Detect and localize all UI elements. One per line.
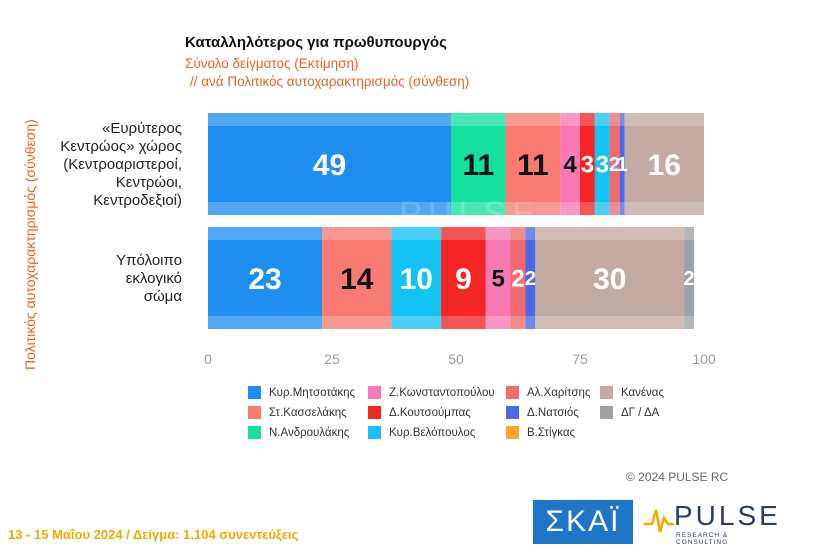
legend-swatch (600, 406, 613, 419)
watermark: PULSE (399, 195, 541, 233)
category-label-1-1: εκλογικό (126, 270, 182, 287)
legend-item-3-0: Κανένας (600, 386, 664, 399)
bar-0-7 (619, 126, 625, 202)
legend-swatch (248, 426, 261, 439)
bar-1-1 (322, 240, 392, 316)
pulse-logo: PULSE RESEARCH & CONSULTING (640, 498, 778, 546)
bar-1-2-value-label: 10 (400, 263, 433, 296)
pulse-logo-tagline: RESEARCH & CONSULTING (676, 532, 729, 546)
survey-footer: 13 - 15 Μαΐου 2024 / Δείγμα: 1.104 συνεν… (8, 527, 299, 542)
legend-label: Κυρ.Βελόπουλος (389, 426, 476, 439)
x-tick-2: 50 (448, 351, 464, 367)
bar-1-3-value-label: 9 (455, 263, 472, 296)
bar-0-5-value-label: 3 (596, 152, 609, 179)
skai-logo: ΣΚΑΪ (533, 500, 633, 544)
legend-item-2-0: Αλ.Χαρίτσης (506, 386, 590, 399)
bar-1-6 (510, 240, 526, 316)
x-tick-0: 0 (204, 351, 212, 367)
x-tick-4: 100 (692, 351, 716, 367)
legend-item-0-1: Στ.Κασσελάκης (248, 406, 347, 419)
bar-0-1-value-label: 11 (462, 149, 494, 182)
pulse-wave-icon (644, 509, 674, 533)
bar-0-1 (451, 126, 506, 202)
chart-subtitle-sample: Σύνολο δείγματος (Εκτίμηση) (185, 56, 359, 71)
legend-item-1-1: Δ.Κουτσούμπας (368, 406, 471, 419)
legend-label: Δ.Νατσιός (527, 406, 579, 419)
category-label-1-0: Υπόλοιπο (116, 252, 182, 269)
bar-1-0 (208, 240, 323, 316)
x-tick-3: 75 (572, 351, 588, 367)
category-label-0-1: Κεντρώος» χώρος (60, 138, 182, 155)
legend-label: Β.Στίγκας (527, 426, 576, 439)
copyright-text: © 2024 PULSE RC (626, 470, 729, 484)
bar-1-1-value-label: 14 (340, 263, 374, 296)
legend-item-1-0: Ζ.Κωνσταντοπούλου (368, 386, 495, 399)
bar-0-5 (594, 126, 610, 202)
legend-label: Αλ.Χαρίτσης (527, 386, 591, 399)
legend-item-0-0: Κυρ.Μητσοτάκης (248, 386, 355, 399)
category-label-0-0: «Ευρύτερος (102, 120, 182, 137)
bar-0-4 (580, 126, 595, 202)
bar-0-8 (624, 126, 704, 202)
bar-0-3 (560, 126, 580, 202)
legend-label: Δ.Κουτσούμπας (389, 406, 471, 419)
bar-0-4-value-label: 3 (581, 152, 594, 179)
bar-0-2 (505, 126, 561, 202)
chart-title: Καταλληλότερος για πρωθυπουργός (185, 34, 447, 51)
legend-swatch (368, 386, 381, 399)
legend-label: Ν.Ανδρουλάκης (269, 426, 350, 439)
legend-label: Ζ.Κωνσταντοπούλου (389, 386, 495, 399)
legend-item-2-1: Δ.Νατσιός (506, 406, 579, 419)
chart-legend: Κυρ.Μητσοτάκης Στ.Κασσελάκης Ν.Ανδρουλάκης… (248, 386, 708, 446)
pulse-logo-word: PULSE (674, 500, 781, 531)
bar-1-3 (441, 240, 486, 316)
legend-swatch (600, 386, 613, 399)
bar-0-8-value-label: 16 (648, 149, 681, 182)
legend-item-2-2: Β.Στίγκας (506, 426, 575, 439)
legend-swatch (368, 406, 381, 419)
legend-label: Κυρ.Μητσοτάκης (269, 386, 356, 399)
bar-1-6-value-label: 2 (511, 266, 524, 293)
bar-1-7-value-label: 2 (525, 268, 536, 290)
bar-1-8 (535, 240, 685, 316)
legend-swatch (506, 426, 519, 439)
bar-1-4-value-label: 5 (491, 266, 504, 293)
bar-1-9 (684, 240, 695, 316)
bar-1-9-value-label: 2 (684, 268, 695, 290)
category-label-0-2: (Κεντροαριστεροί, (63, 156, 182, 173)
bar-1-4 (485, 240, 511, 316)
bar-0-6 (609, 126, 620, 202)
category-label-0-4: Κεντροδεξιοί) (93, 192, 182, 209)
legend-swatch (248, 406, 261, 419)
bar-0-3-value-label: 4 (563, 152, 577, 179)
bar-1-7 (525, 240, 536, 316)
category-label-1-2: σώμα (144, 288, 183, 305)
legend-label: Κανένας (621, 386, 664, 399)
category-label-0-3: Κεντρώοι, (116, 174, 182, 191)
legend-label: Στ.Κασσελάκης (269, 406, 347, 419)
legend-swatch (368, 426, 381, 439)
legend-swatch (248, 386, 261, 399)
bar-0-7-value-label: 1 (617, 154, 628, 176)
x-tick-1: 25 (324, 351, 340, 367)
chart-subtitle-breakdown: // ανά Πολιτικός αυτοχαρακτηρισμός (σύνθ… (190, 74, 470, 89)
legend-item-0-2: Ν.Ανδρουλάκης (248, 426, 349, 439)
bar-0-0-value-label: 49 (313, 149, 346, 182)
bar-1-0-value-label: 23 (248, 263, 281, 296)
bar-0-0 (208, 126, 452, 202)
legend-swatch (506, 406, 519, 419)
bar-1-2 (391, 240, 442, 316)
legend-swatch (506, 386, 519, 399)
bar-0-2-value-label: 11 (517, 149, 549, 182)
legend-item-3-1: ΔΓ / ΔΑ (600, 406, 659, 419)
legend-label: ΔΓ / ΔΑ (621, 406, 660, 419)
legend-item-1-2: Κυρ.Βελόπουλος (368, 426, 475, 439)
bar-1-8-value-label: 30 (593, 263, 626, 296)
bar-0-6-value-label: 2 (609, 154, 620, 176)
